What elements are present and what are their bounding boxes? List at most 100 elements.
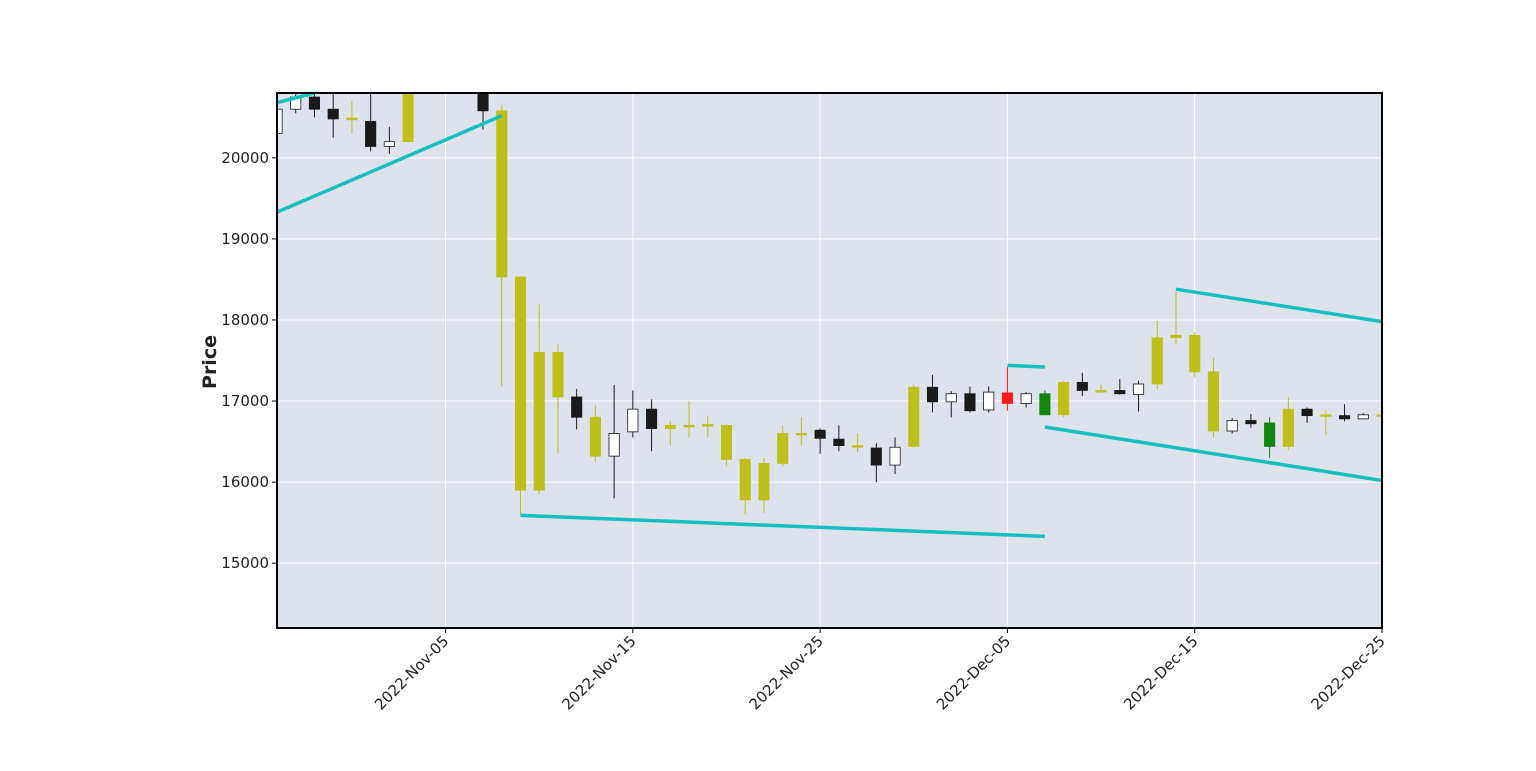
y-tick-label: 19000	[221, 230, 269, 248]
candle-body	[1338, 415, 1351, 420]
candles	[277, 93, 1382, 515]
candle-body	[889, 446, 901, 466]
candle	[795, 417, 807, 446]
candle-body	[308, 96, 321, 110]
candle-body	[1170, 334, 1182, 339]
candle	[402, 93, 414, 143]
candle-body	[720, 424, 733, 460]
candle-body	[646, 408, 658, 429]
candle	[1020, 392, 1032, 408]
candle	[1170, 291, 1182, 345]
candle	[571, 388, 583, 430]
candle-body	[1357, 414, 1369, 420]
trend-line	[1007, 363, 1045, 369]
candle	[496, 105, 508, 387]
candle-body	[1132, 383, 1145, 395]
candle	[1245, 414, 1257, 428]
candle	[365, 93, 377, 152]
candle-body	[908, 386, 920, 447]
y-axis-label: Price	[199, 335, 221, 389]
trend-line	[277, 93, 315, 105]
candle-body	[964, 393, 976, 412]
candle	[533, 303, 545, 495]
candle	[833, 425, 845, 452]
trend-line	[1175, 287, 1382, 324]
candle-body	[1245, 420, 1257, 425]
candle	[383, 127, 395, 154]
candle	[327, 93, 339, 138]
candle	[1114, 379, 1126, 395]
candle	[514, 276, 527, 515]
candle-body	[833, 438, 845, 447]
candle	[964, 386, 976, 413]
y-tick-label: 20000	[221, 149, 269, 167]
candle-body	[1076, 381, 1088, 391]
candle-body	[1058, 381, 1070, 416]
candle	[1095, 384, 1107, 393]
candle	[1282, 396, 1294, 450]
candle	[1320, 410, 1332, 436]
candle-body	[664, 424, 676, 429]
candle	[1226, 418, 1238, 434]
y-axis-ticks: 15000 16000 17000 18000 19000 20000	[221, 149, 277, 572]
candle-body	[383, 141, 395, 147]
candle-body	[402, 93, 414, 143]
candle-body	[1114, 390, 1126, 395]
candle-body	[983, 391, 995, 411]
candle-body	[627, 408, 639, 433]
candle	[1058, 380, 1070, 418]
candle	[683, 401, 695, 438]
candle	[346, 101, 358, 134]
candle	[1264, 417, 1276, 458]
candle-body	[1189, 334, 1201, 373]
plot-frame	[276, 92, 1383, 629]
candle-body	[795, 433, 807, 436]
candle-body	[1095, 390, 1107, 393]
candle	[758, 457, 770, 513]
candle-body	[683, 424, 695, 428]
candle	[1039, 390, 1051, 416]
candle-body	[926, 386, 939, 403]
candle	[1132, 380, 1145, 412]
candle-body	[477, 93, 489, 112]
candle	[664, 421, 676, 446]
candle-body	[702, 424, 714, 427]
y-tick-label: 16000	[221, 473, 269, 491]
x-tick-label: 2022-Dec-05	[933, 632, 1014, 713]
candle	[926, 375, 939, 413]
candle-body	[1301, 408, 1313, 417]
candle-body	[608, 433, 620, 457]
candle-body	[1001, 392, 1013, 404]
y-tick-label: 18000	[221, 311, 269, 329]
trend-line	[1044, 425, 1382, 483]
candle	[908, 384, 920, 448]
x-tick-label: 2022-Nov-15	[558, 632, 639, 713]
candle	[1376, 413, 1382, 424]
x-tick-label: 2022-Nov-25	[746, 632, 827, 713]
y-tick-label: 15000	[221, 554, 269, 572]
candle-body	[870, 447, 882, 466]
trend-line	[277, 114, 503, 214]
plot-area	[277, 93, 1382, 628]
candle	[777, 425, 789, 466]
candle	[646, 399, 658, 452]
candle	[1338, 404, 1351, 422]
candle	[589, 405, 601, 462]
candle	[739, 457, 751, 515]
candle-body	[589, 416, 601, 457]
trend-line	[520, 513, 1045, 539]
candle-body	[758, 463, 770, 501]
candle	[983, 386, 995, 413]
x-tick-label: 2022-Dec-15	[1120, 632, 1201, 713]
candle	[608, 384, 620, 499]
candle-body	[1282, 408, 1294, 447]
candle-body	[739, 458, 751, 501]
candle-body	[852, 445, 864, 448]
candle	[720, 424, 733, 466]
candle-body	[533, 351, 545, 491]
trend-lines	[277, 93, 1382, 539]
candle-body	[1320, 414, 1332, 417]
candle	[945, 391, 957, 418]
